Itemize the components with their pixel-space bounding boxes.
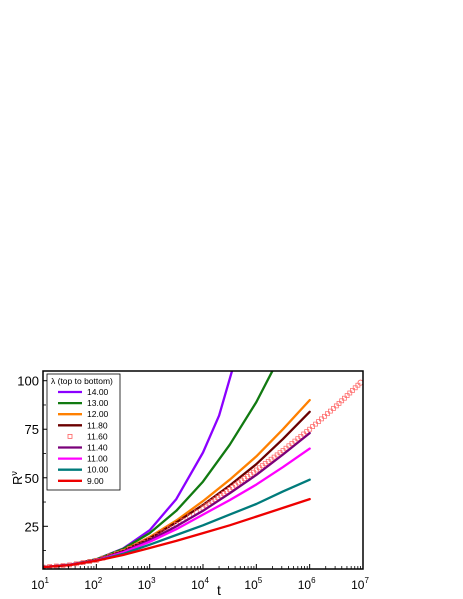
x-tick-label-exp: 7 [364,576,369,585]
series-4-marker [347,390,353,396]
series-4-marker [325,411,330,417]
series-4-end-marker [357,379,363,386]
series-4-marker [289,441,295,446]
series-4-marker [328,408,333,414]
series-4-marker [310,424,315,429]
x-tick-label: 102 [84,576,102,592]
x-tick-label-base: 10 [298,578,312,592]
y-tick-label: 75 [25,422,39,437]
x-tick-label: 106 [298,576,316,592]
y-tick-label: 100 [17,374,39,389]
y-tick-label: 50 [25,471,39,486]
y-tick-label: 25 [25,519,39,534]
x-tick-label-base: 10 [191,578,205,592]
x-axis-label: t [217,582,221,598]
legend-marker-4 [67,433,73,439]
series-4-marker [344,393,350,398]
x-tick-label-base: 10 [244,578,258,592]
y-axis-label-main: R [10,476,25,485]
series-4-marker [298,434,304,439]
series-4-marker [316,419,321,424]
legend-box [46,373,121,491]
series-4-marker [339,398,345,404]
series-4-marker [301,431,307,437]
series-4-marker [292,438,298,444]
x-tick-label-base: 10 [138,578,152,592]
legend-label-1: 13.00 [87,398,109,408]
legend-title: λ (top to bottom) [51,376,113,386]
legend-label-2: 12.00 [87,409,109,419]
series-4-marker [307,426,313,432]
series-4-marker [313,421,318,427]
x-tick-label-exp: 5 [258,576,263,585]
legend-label-7: 10.00 [87,465,109,475]
y-axis-label-sup: ν [9,471,19,476]
x-tick-label-exp: 4 [204,576,209,585]
legend-label-6: 11.00 [87,454,108,464]
y-axis-label: Rν [9,471,25,485]
series-4-marker [331,406,336,411]
x-tick-label-base: 10 [351,578,365,592]
x-tick-label: 105 [244,576,262,592]
series-layer [43,371,363,569]
series-8-line [43,497,311,569]
legend-label-0: 14.00 [87,387,109,397]
series-4-marker [283,445,289,451]
series-4-marker [352,385,358,391]
series-4-marker [333,403,339,409]
series-4-marker [322,413,327,419]
x-tick-label: 101 [31,576,49,592]
series-4-marker [336,401,342,406]
legend-label-3: 11.80 [87,420,108,430]
x-tick-label-exp: 3 [151,576,156,585]
x-tick-label: 103 [138,576,156,592]
series-4-marker [342,395,347,401]
x-tick-label-base: 10 [31,578,45,592]
x-tick-label-base: 10 [84,578,98,592]
x-tick-label-exp: 2 [98,576,103,585]
legend: λ (top to bottom) 14.0013.0012.0011.8011… [46,373,121,491]
x-tick-label-exp: 6 [311,576,316,585]
legend-label-4: 11.60 [87,431,108,441]
x-tick-label: 107 [351,576,369,592]
series-4-marker [280,448,286,453]
x-tick-label-exp: 1 [44,576,49,585]
x-tick-label: 104 [191,576,209,592]
series-4-marker [350,388,355,393]
series-4-marker [304,429,310,434]
series-4-marker [319,416,324,422]
legend-label-8: 9.00 [87,476,104,486]
legend-label-5: 11.40 [87,443,108,453]
